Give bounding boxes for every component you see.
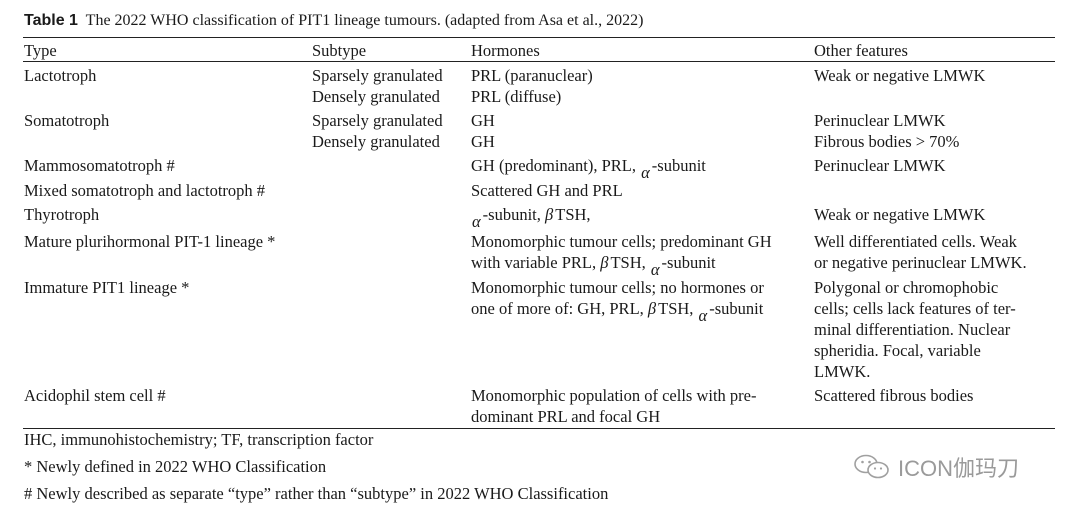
hormone-text: -subunit [661,253,716,272]
table-label: Table 1 [24,12,78,29]
row-other: minal differentiation. Nuclear [814,320,1011,339]
header-rule [23,61,1055,62]
row-subtype: Sparsely granulated [312,66,443,85]
row-type: Acidophil stem cell # [24,386,166,405]
top-rule [23,37,1055,38]
hormone-text: -subunit [709,299,764,318]
header-subtype: Subtype [312,41,367,60]
row-hormones: Monomorphic population of cells with pre… [471,386,757,405]
row-type: Thyrotroph [24,205,100,224]
row-other: Weak or negative LMWK [814,205,986,224]
row-other: Scattered fibrous bodies [814,386,974,405]
hormone-text: TSH, [658,299,694,318]
row-hormones: GH [471,132,495,151]
row-other: Fibrous bodies > 70% [814,132,960,151]
row-other: Perinuclear LMWK [814,156,946,175]
table-caption: Table 1 The 2022 WHO classification of P… [24,12,643,30]
row-hormones: Monomorphic tumour cells; predominant GH [471,232,772,251]
header-hormones: Hormones [471,41,540,60]
header-other: Other features [814,41,908,60]
row-other: LMWK. [814,362,871,381]
row-subtype: Sparsely granulated [312,111,443,130]
header-type: Type [24,41,57,60]
row-hormones: Scattered GH and PRL [471,181,623,200]
row-subtype: Densely granulated [312,87,440,106]
hormone-text: GH (predominant), PRL, [471,156,636,175]
row-hormones: dominant PRL and focal GH [471,407,661,426]
hormone-text: one of more of: GH, PRL, [471,299,644,318]
row-type: Lactotroph [24,66,97,85]
row-hormones: with variable PRL, β TSH, α -subunit [471,252,716,279]
row-hormones: GH [471,111,495,130]
row-hormones: Monomorphic tumour cells; no hormones or [471,278,764,297]
row-hormones: one of more of: GH, PRL, β TSH, α -subunit [471,298,764,325]
footnote-abbrev: IHC, immunohistochemistry; TF, transcrip… [24,430,374,449]
hormone-text: -subunit, [482,205,541,224]
row-hormones: GH (predominant), PRL, α -subunit [471,155,706,182]
footnote-hash: # Newly described as separate “type” rat… [24,484,609,503]
hormone-text: -subunit [651,156,706,175]
row-other: cells; cells lack features of ter- [814,299,1016,318]
row-other: Well differentiated cells. Weak [814,232,1017,251]
beta-symbol: β [545,205,554,224]
row-hormones: PRL (paranuclear) [471,66,593,85]
row-type: Mammosomatotroph # [24,156,175,175]
row-type: Somatotroph [24,111,110,130]
footnote-star: * Newly defined in 2022 WHO Classificati… [24,457,327,476]
beta-symbol: β [647,299,657,318]
row-hormones: PRL (diffuse) [471,87,562,106]
hormone-text: TSH, [555,205,591,224]
row-other: or negative perinuclear LMWK. [814,253,1027,272]
watermark-text: ICON伽玛刀 [898,456,1020,481]
watermark: ICON伽玛刀 [852,452,1019,482]
alpha-symbol: α [650,260,660,279]
row-subtype: Densely granulated [312,132,440,151]
row-other: Polygonal or chromophobic [814,278,999,297]
row-type: Mixed somatotroph and lactotroph # [24,181,266,200]
row-type: Immature PIT1 lineage * [24,278,190,297]
bottom-rule [23,428,1055,429]
alpha-symbol: α [472,212,481,231]
row-other: Weak or negative LMWK [814,66,986,85]
row-other: Perinuclear LMWK [814,111,946,130]
wechat-icon [854,454,889,479]
hormone-text: TSH, [610,253,646,272]
row-hormones: α -subunit, β TSH, [471,204,591,231]
alpha-symbol: α [698,306,708,325]
beta-symbol: β [600,253,609,272]
table-title: The 2022 WHO classification of PIT1 line… [85,12,644,29]
row-type: Mature plurihormonal PIT-1 lineage * [24,232,276,251]
alpha-symbol: α [641,163,650,182]
row-other: spheridia. Focal, variable [814,341,981,360]
hormone-text: with variable PRL, [471,253,597,272]
